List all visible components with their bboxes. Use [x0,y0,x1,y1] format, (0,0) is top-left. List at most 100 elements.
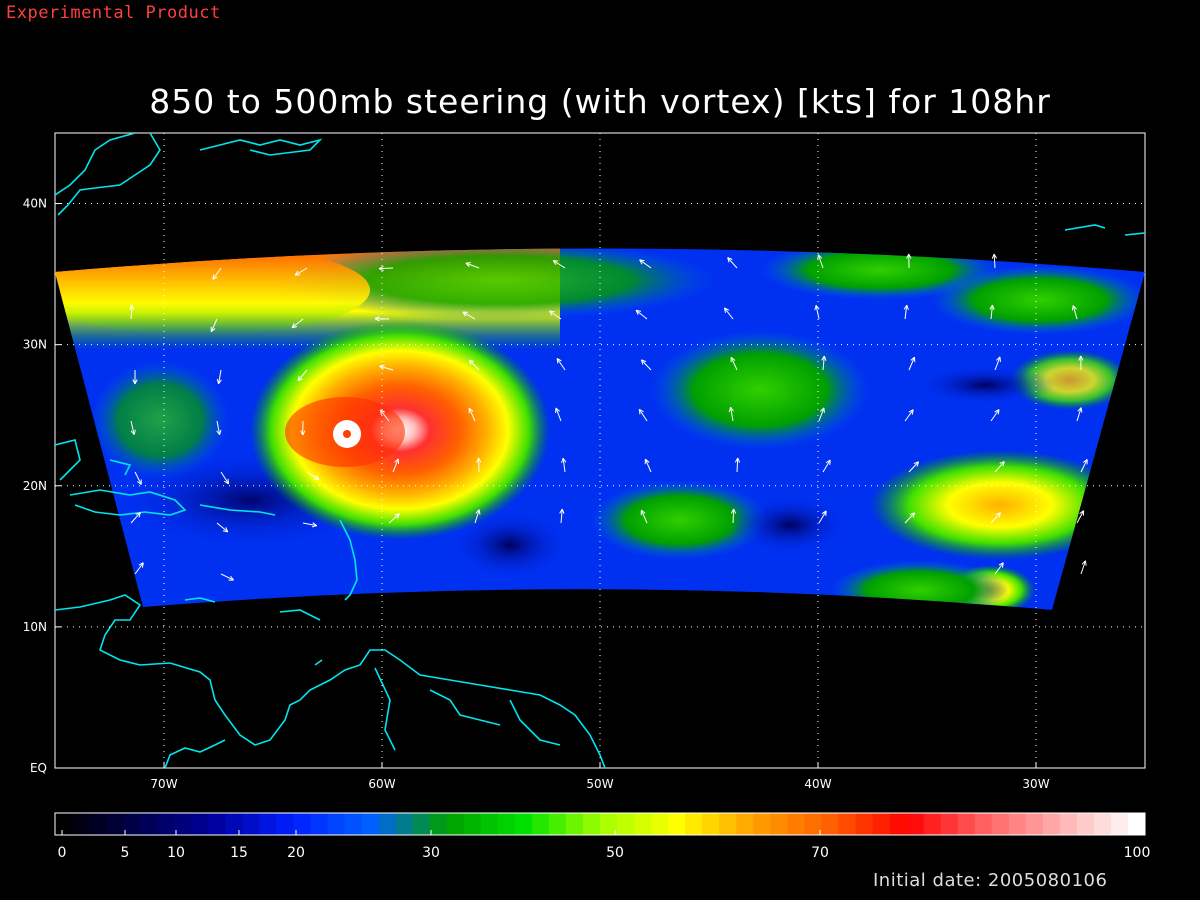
colorbar-tick-label: 15 [230,845,248,861]
wind-arrow [462,311,476,320]
colorbar-swatch [463,813,482,835]
wind-arrow [1076,407,1083,422]
wind-arrow [297,369,308,382]
colorbar-swatch [55,813,73,835]
colorbar-swatch [378,813,397,835]
wind-arrow [130,420,136,435]
longitude-labels: 70W 60W 50W 40W 30W [150,762,1050,791]
wind-arrow [379,409,390,422]
colorbar-swatch [327,813,346,835]
colorbar-swatch [106,813,124,835]
colorbar-swatch [1076,813,1095,835]
wind-arrow [556,358,566,371]
wind-arrow [220,573,235,581]
colorbar-swatch [821,813,839,835]
colorbar-swatch [225,813,243,835]
latitude-tick-label: 10N [23,620,47,634]
wind-arrow [468,407,476,422]
colorbar-swatch [344,813,363,835]
colorbar-swatch [668,813,686,835]
wind-arrow [640,359,652,371]
colorbar-swatch [1025,813,1044,835]
colorbar-swatch [429,813,448,835]
colorbar-swatch [787,813,805,835]
wind-arrow [134,471,142,485]
wind-arrow [723,307,734,320]
colorbar-swatch [293,813,311,835]
wind-arrow [638,408,648,422]
colorbar-swatch [974,813,993,835]
colorbar-swatch [565,813,584,835]
colorbar-swatch [395,813,414,835]
colorbar-labels: 0 5 10 15 20 30 50 70 100 [58,830,1150,861]
colorbar-swatch [157,813,175,835]
wind-arrow [990,409,1000,422]
colorbar-swatch [582,813,601,835]
wind-arrow [474,509,481,524]
colorbar-swatch [140,813,158,835]
colorbar-swatch [242,813,260,835]
colorbar: 0 5 10 15 20 30 50 70 100 [54,812,1150,861]
wind-arrow [476,457,482,473]
wind-arrow [821,355,827,371]
latitude-labels: EQ 10N 20N 30N 40N [23,197,61,775]
wind-arrow [132,369,138,385]
colorbar-swatch [991,813,1010,835]
colorbar-swatch [497,813,516,835]
colorbar-tick-label: 10 [167,845,185,861]
colorbar-swatch [123,813,141,835]
colorbar-swatch [1008,813,1027,835]
colorbar-swatch [1110,813,1129,835]
colorbar-swatch [191,813,209,835]
colorbar-swatch [174,813,192,835]
colorbar-tick-label: 5 [121,845,130,861]
wind-arrow [1071,305,1078,320]
wind-arrow [822,459,831,473]
colorbar-swatch [1127,813,1146,835]
wind-arrow [990,512,1001,524]
wind-arrow [1078,355,1084,371]
wind-arrow [302,522,318,528]
colorbar-tick-label: 50 [606,845,624,861]
colorbar-swatch [702,813,720,835]
wind-arrow [468,359,480,371]
wind-arrow [216,420,222,436]
wind-arrow [559,508,565,524]
wind-arrow [129,304,135,320]
colorbar-swatch [310,813,328,835]
wind-arrow [294,267,308,276]
wind-arrow [216,369,222,385]
wind-arrow [994,356,1001,371]
coastlines [55,133,1145,768]
colorbar-tick-label: 30 [422,845,440,861]
colorbar-swatch [651,813,669,835]
colorbar-swatch [736,813,754,835]
wind-arrow [130,512,141,524]
wind-arrow [291,318,304,329]
wind-arrow [306,471,320,481]
latitude-tick-label: 20N [23,479,47,493]
wind-arrow [904,512,916,524]
colorbar-swatch [480,813,499,835]
wind-arrow [1080,560,1087,575]
wind-arrow [818,407,825,422]
wind-arrow [904,409,914,422]
map-title: 850 to 500mb steering (with vortex) [kts… [149,82,1051,121]
colorbar-swatch [923,813,942,835]
wind-arrow [552,260,566,269]
wind-arrow [1076,510,1085,524]
wind-arrow [465,262,480,269]
colorbar-swatch [1093,813,1112,835]
colorbar-swatch [89,813,107,835]
longitude-tick-label: 40W [804,777,831,791]
colorbar-swatch [685,813,703,835]
longitude-tick-label: 70W [150,777,177,791]
latitude-tick-label: 30N [23,338,47,352]
wind-arrow [903,304,909,320]
wind-arrow [388,513,400,524]
colorbar-swatch [940,813,959,835]
wind-arrow [549,310,562,320]
colorbar-swatch [957,813,976,835]
experimental-product-label: Experimental Product [6,3,221,23]
colorbar-swatch [1059,813,1078,835]
